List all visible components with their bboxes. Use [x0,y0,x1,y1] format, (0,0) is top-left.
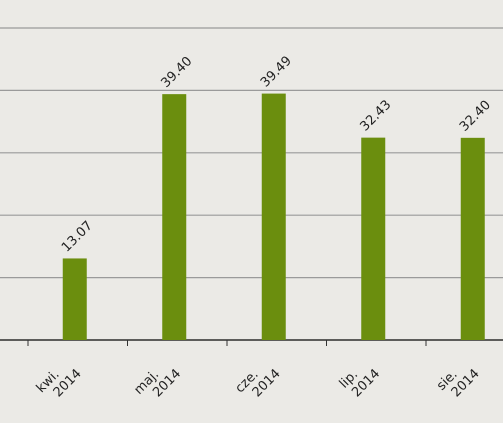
bar [361,137,386,340]
bar [460,137,485,340]
bar [162,94,187,340]
bar [261,93,286,340]
bar [62,258,87,340]
